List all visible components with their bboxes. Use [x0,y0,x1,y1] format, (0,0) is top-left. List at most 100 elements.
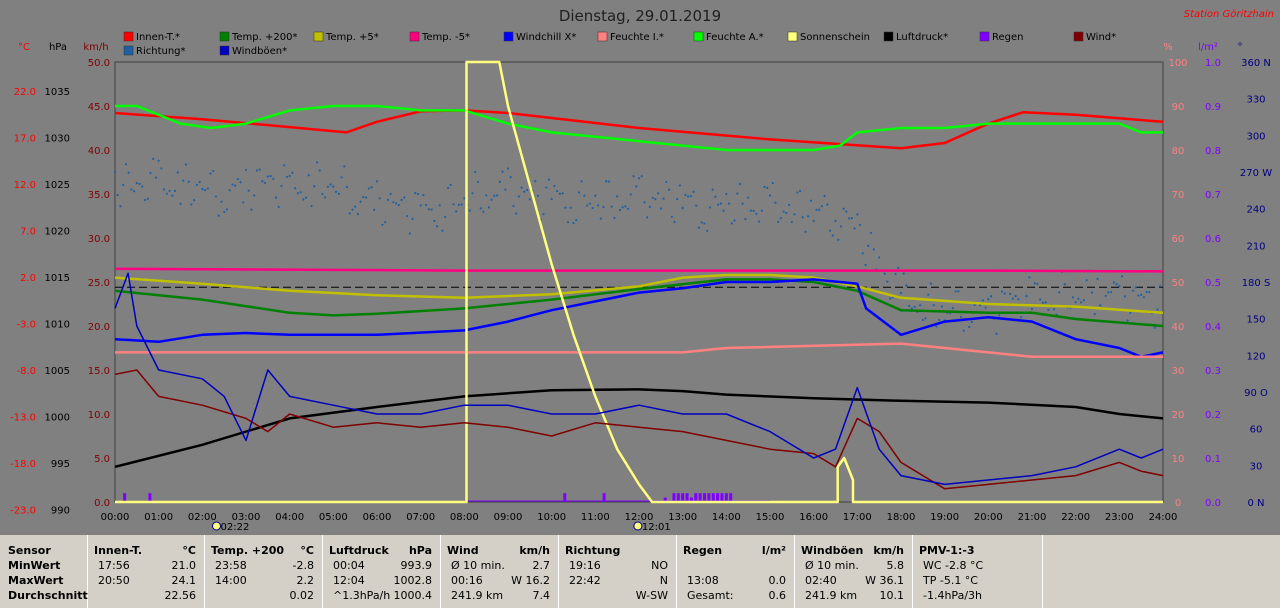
axis-unit-right: ° [1238,42,1243,53]
richtung-point [1041,301,1045,304]
stats-cell-value: 1002.8 [393,574,433,587]
axis-tick-left: 30.0 [88,234,110,245]
x-tick-label: 12:00 [625,512,654,523]
stats-cell-label: 14:00 [215,574,247,587]
axis-tick-left: 5.0 [94,454,110,465]
richtung-point [599,217,602,220]
x-tick-label: 10:00 [537,512,566,523]
richtung-point [302,198,305,201]
richtung-point [452,203,455,206]
stats-row: 13:08 0.0 [687,573,786,588]
stats-cell-value: 10.1 [879,589,905,602]
row-label-min: MinWert [8,559,61,572]
richtung-point [998,314,1001,317]
richtung-point [239,181,242,184]
stats-cell-label: -1.4hPa/3h [923,589,982,602]
chart-svg: Dienstag, 29.01.2019 Station Göritzhain In… [10,7,1274,533]
regen-bar [711,493,715,502]
richtung-point [433,219,436,222]
richtung-point [163,188,166,191]
richtung-point [667,188,671,191]
richtung-point [929,282,933,285]
legend-swatch [219,31,230,42]
richtung-point [228,189,231,192]
stats-cell-label: WC -2.8 °C [923,559,984,572]
stats-row: Ø 10 min. 2.7 [451,558,550,573]
richtung-point [247,189,250,192]
stats-cell-label: ^1.3hPa/h [333,589,391,602]
richtung-point [984,306,987,309]
series-line-innen-t- [114,109,1164,150]
richtung-point [812,219,815,222]
regen-bar [724,493,728,502]
axis-tick-right: 100 [1168,58,1187,69]
stats-block-title: Windböen [801,544,864,557]
richtung-point [520,186,523,189]
stats-cell-value: N [659,574,668,587]
richtung-point [1153,326,1156,329]
axis-tick-left: -18.0 [10,459,36,470]
stats-block-title: Wind [447,544,479,557]
richtung-point [1134,286,1137,289]
stats-block: Innen-T. °C 17:56 21.0 20:50 24.1 22.56 [88,535,205,608]
richtung-point [400,198,403,202]
stats-cell-value: 1000.4 [393,589,433,602]
axis-tick-right: 300 [1246,131,1265,142]
richtung-point [654,198,657,201]
axis-tick-left: 7.0 [20,227,36,238]
richtung-point [602,206,605,209]
richtung-point [1099,304,1102,307]
richtung-point [850,216,853,220]
stats-cell-value: 7.4 [532,589,551,602]
series-line-temp-5- [114,267,1164,273]
richtung-point [727,202,731,205]
stats-row: Gesamt: 0.6 [687,588,786,603]
series-line-windchill-x- [114,278,1164,359]
richtung-point [569,206,572,209]
richtung-point [910,307,914,310]
axis-tick-left: 10.0 [88,410,110,421]
richtung-point [381,223,384,226]
richtung-point [324,196,327,199]
richtung-point [741,202,744,205]
stats-cell-label: Gesamt: [687,589,734,602]
richtung-point [856,213,859,216]
stats-cell-value: -2.8 [292,559,314,572]
richtung-point [572,221,575,225]
richtung-point [583,194,586,197]
legend-label: Windchill X* [516,32,576,43]
stats-block-unit: °C [182,544,196,557]
richtung-point [651,196,654,199]
stats-block: Wind km/h Ø 10 min. 2.7 00:16 W 16.2 241.9 km 7… [441,535,559,608]
richtung-point [807,215,810,218]
richtung-point [790,220,793,224]
regen-bar [602,493,606,502]
richtung-point [187,180,190,183]
richtung-point [962,329,965,332]
richtung-point [733,219,736,222]
axis-tick-right: 90 [1172,102,1185,113]
richtung-point [542,213,545,216]
stats-cell-value: 2.7 [532,559,551,572]
stats-cell-value: 5.8 [886,559,905,572]
stats-cell-value: 0.6 [768,589,787,602]
richtung-point [632,175,635,178]
richtung-point [296,192,299,195]
sun-event-label: 02:22 [220,522,249,533]
x-tick-label: 16:00 [799,512,828,523]
richtung-point [359,200,362,203]
stats-row: TP -5.1 °C [923,573,1034,588]
legend-swatch [123,31,134,42]
axis-tick-right: 20 [1172,410,1185,421]
axis-tick-right: 120 [1246,351,1265,362]
richtung-point [487,206,490,209]
richtung-point [1142,296,1145,299]
axis-unit-left: °C [18,42,30,53]
richtung-point [596,204,600,207]
richtung-point [714,195,717,198]
richtung-point [1115,283,1118,286]
axis-tick-right: 270 W [1240,168,1272,179]
richtung-point [1093,312,1096,316]
richtung-point [160,167,163,170]
richtung-point [201,187,204,191]
